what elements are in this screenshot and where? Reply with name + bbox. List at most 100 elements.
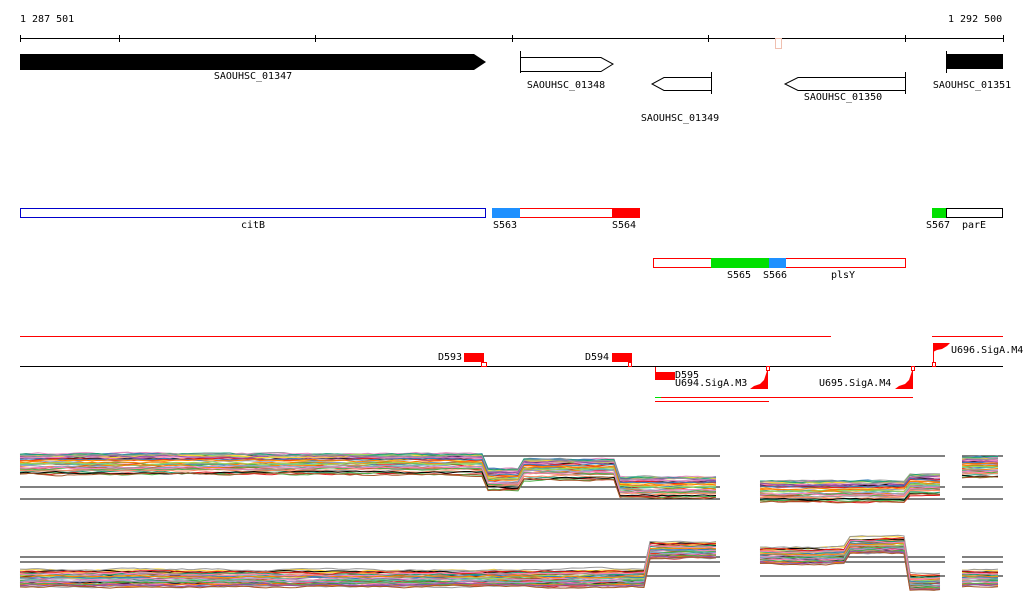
expression-trace (961, 465, 999, 468)
expression-plot-bottom (19, 534, 1003, 591)
expression-trace (19, 454, 717, 481)
feature-u694[interactable] (750, 368, 768, 389)
expression-trace (19, 548, 717, 581)
expression-trace (759, 540, 941, 581)
expression-trace (19, 471, 717, 500)
feature-label-d594: D594 (585, 352, 610, 363)
expression-trace (19, 468, 717, 496)
expression-trace (759, 475, 941, 487)
segment-s567[interactable] (932, 208, 946, 218)
expression-trace (19, 542, 717, 575)
expression-trace (961, 580, 999, 583)
expression-trace (19, 458, 717, 486)
expression-trace (961, 459, 999, 462)
feature-label-u696: U696.SigA.M4 (951, 345, 1024, 356)
segment-s563[interactable] (492, 208, 520, 218)
expression-trace (961, 575, 999, 578)
feature-label-d595: D595 (675, 370, 700, 381)
expression-trace (19, 471, 717, 499)
expression-trace (20, 555, 717, 588)
expression-trace (961, 585, 999, 588)
segment-citB[interactable] (20, 208, 486, 218)
gene-arrow-01351[interactable] (946, 51, 1003, 73)
gene-label-01348: SAOUHSC_01348 (526, 80, 606, 91)
gene-arrow-01350[interactable] (783, 72, 906, 94)
gene-label-01349: SAOUHSC_01349 (640, 113, 720, 124)
expression-trace (759, 493, 940, 504)
gene-arrow-01348[interactable] (520, 51, 614, 73)
expression-trace (759, 474, 941, 485)
expression-trace (759, 477, 941, 488)
position-marker[interactable] (775, 38, 782, 49)
feature-label-d593: D593 (438, 352, 463, 363)
gene-track (20, 51, 1003, 94)
expression-trace (19, 465, 717, 493)
expression-trace (961, 455, 999, 458)
segment-label-plsY: plsY (831, 270, 856, 281)
gene-arrow-01347[interactable] (20, 54, 486, 70)
segment-s564[interactable] (612, 208, 640, 218)
expression-trace (961, 464, 999, 467)
expression-trace (759, 542, 941, 581)
gene-label-01347: SAOUHSC_01347 (213, 71, 293, 82)
segment-label-citB: citB (240, 220, 266, 231)
expression-trace (19, 544, 717, 577)
ruler-start-label: 1 287 501 (20, 14, 75, 25)
expression-trace (19, 462, 717, 490)
feature-label-u694: U694.SigA.M3 (675, 378, 748, 389)
segment-s566[interactable] (769, 258, 786, 268)
expression-plot-top (19, 451, 1003, 504)
expression-trace (19, 451, 717, 479)
expression-trace (961, 582, 999, 585)
segment-label-s565: S565 (727, 270, 752, 281)
expression-trace (19, 540, 717, 572)
expression-trace (961, 568, 999, 571)
feature-u695[interactable] (895, 368, 913, 389)
segment-track (20, 208, 1003, 268)
expression-trace (962, 573, 999, 576)
segment-label-s566: S566 (763, 270, 788, 281)
gene-arrow-01349[interactable] (650, 72, 712, 94)
expression-trace (759, 480, 941, 491)
segment-label-s564: S564 (612, 220, 637, 231)
expression-trace (961, 583, 999, 587)
segment-label-s563: S563 (493, 220, 518, 231)
gene-label-01350: SAOUHSC_01350 (803, 92, 883, 103)
expression-trace (961, 476, 999, 479)
expression-trace (19, 548, 717, 579)
feature-label-u695: U695.SigA.M4 (819, 378, 892, 389)
segment-s565[interactable] (711, 258, 769, 268)
expression-trace (759, 486, 941, 496)
expression-trace (19, 470, 717, 497)
expression-trace (20, 452, 717, 481)
segment-parE[interactable] (946, 208, 1003, 218)
feature-track (20, 336, 1003, 402)
gene-label-01351: SAOUHSC_01351 (932, 80, 1012, 91)
feature-u696[interactable] (933, 343, 950, 352)
expression-trace (962, 572, 999, 575)
expression-trace (961, 470, 999, 474)
expression-trace (19, 457, 717, 484)
segment-label-s567: S567 (926, 220, 951, 231)
expression-trace (19, 547, 717, 579)
expression-trace (759, 534, 941, 575)
feature-d593[interactable] (464, 353, 484, 362)
expression-trace (19, 556, 717, 589)
expression-trace (961, 460, 999, 463)
ruler (20, 35, 1004, 42)
expression-trace (759, 473, 941, 484)
expression-trace (19, 541, 717, 573)
expression-trace (759, 551, 941, 591)
feature-d595[interactable] (655, 372, 675, 380)
expression-trace (759, 492, 941, 502)
expression-trace (759, 542, 941, 583)
segment-label-parE: parE (962, 220, 987, 231)
expression-trace (962, 570, 999, 574)
expression-trace (961, 469, 999, 471)
expression-trace (961, 457, 999, 461)
feature-d594[interactable] (612, 353, 632, 362)
expression-trace (961, 468, 999, 470)
expression-trace (961, 578, 999, 580)
